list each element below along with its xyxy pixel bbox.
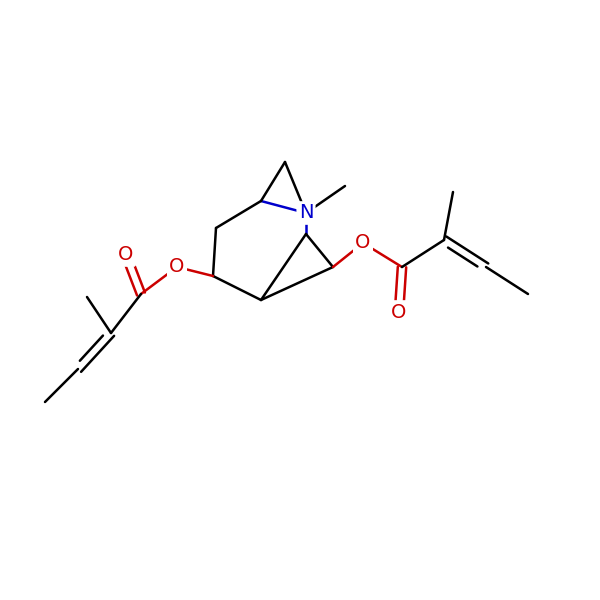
Text: O: O (118, 245, 134, 265)
Text: O: O (169, 257, 185, 277)
Text: N: N (299, 203, 313, 223)
Text: O: O (391, 302, 407, 322)
Text: O: O (355, 233, 371, 253)
